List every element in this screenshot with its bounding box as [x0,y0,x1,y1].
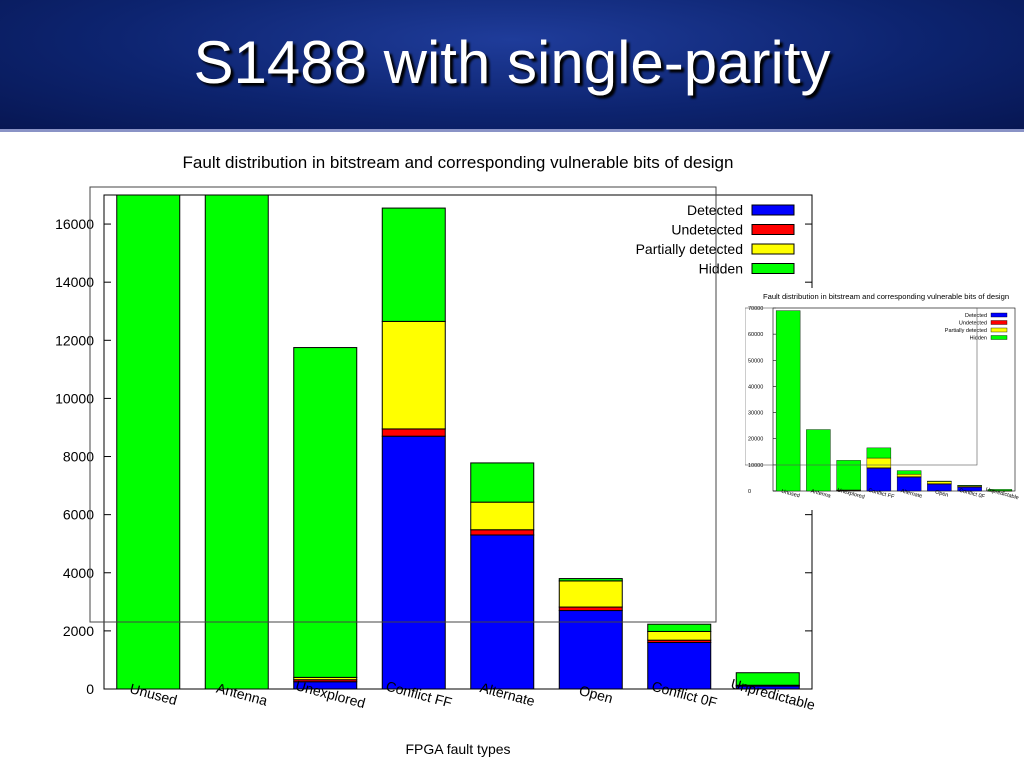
inset-legend-swatch [990,335,1008,340]
inset-bar-hidden [987,489,1013,491]
legend-swatch [751,224,795,235]
inset-bar-hidden [957,485,982,487]
y-tick-label: 14000 [55,274,94,290]
bar-hidden [204,194,269,690]
y-tick-label: 2000 [63,623,94,639]
bar-detected [647,642,712,690]
legend-swatch [751,204,795,216]
inset-x-tick-label: Unused [780,489,800,500]
legend-label: Hidden [699,261,743,277]
bar-detected [558,610,623,690]
bar-partially-detected [470,501,535,531]
zoom-region-box [89,186,717,623]
inset-legend-swatch [990,320,1008,325]
y-tick-label: 12000 [55,332,94,348]
bar-hidden [116,194,181,690]
bar-detected [381,435,446,690]
legend-swatch [751,263,795,274]
inset-bar-hidden [866,447,892,459]
inset-legend-label: Hidden [970,336,987,342]
bar-undetected [470,529,535,536]
y-tick-label: 6000 [63,507,94,523]
bar-hidden [735,672,800,686]
legend-swatch [751,243,795,255]
slide-title: S1488 with single-parity [193,29,831,96]
inset-bar-partially-detected [866,457,892,468]
inset-y-tick-label: 10000 [748,463,763,469]
bar-hidden [558,578,623,582]
bar-hidden [470,462,535,503]
inset-bar-partially-detected [896,473,922,477]
y-tick-label: 10000 [55,390,94,406]
legend-label: Detected [687,202,743,218]
bar-partially-detected [647,630,712,641]
bar-hidden [293,347,358,678]
inset-chart: Fault distribution in bitstream and corr… [745,288,1023,510]
inset-bar-hidden [927,480,952,482]
inset-bar-hidden [806,429,831,492]
x-axis-label: FPGA fault types [405,741,510,757]
chart-title: Fault distribution in bitstream and corr… [183,153,734,172]
bar-hidden [647,623,712,632]
y-tick-label: 0 [86,681,94,697]
inset-bar-hidden [896,470,922,475]
bar-undetected [381,428,446,437]
inset-y-tick-label: 40000 [748,384,763,390]
legend-label: Partially detected [636,241,743,257]
inset-bar-hidden [775,310,801,492]
inset-y-tick-label: 30000 [748,411,763,417]
inset-y-tick-label: 20000 [748,437,763,443]
y-tick-label: 8000 [63,449,94,465]
bar-detected [470,534,535,690]
inset-y-tick-label: 70000 [748,306,763,312]
bar-undetected [558,606,623,612]
inset-y-tick-label: 50000 [748,358,763,364]
inset-y-tick-label: 60000 [748,332,763,338]
inset-legend-swatch [990,327,1008,333]
bar-hidden [381,207,446,322]
bar-partially-detected [381,320,446,430]
inset-x-tick-label: Alternate [900,488,923,499]
title-banner: S1488 with single-parity [0,0,1024,132]
y-tick-label: 4000 [63,565,94,581]
inset-legend-swatch [990,312,1008,318]
inset-legend-label: Partially detected [945,328,987,334]
inset-x-tick-label: Antenna [810,488,832,499]
y-tick-label: 16000 [55,216,94,232]
inset-bar-hidden [836,460,861,491]
legend-label: Undetected [671,222,743,238]
inset-legend-label: Detected [965,313,987,319]
inset-y-tick-label: 0 [748,489,751,495]
inset-title: Fault distribution in bitstream and corr… [763,292,1009,301]
inset-legend-label: Undetected [959,321,987,327]
inset-x-tick-label: Open [934,489,949,498]
inset-zoom-region-box [745,307,978,466]
bar-partially-detected [558,580,623,608]
